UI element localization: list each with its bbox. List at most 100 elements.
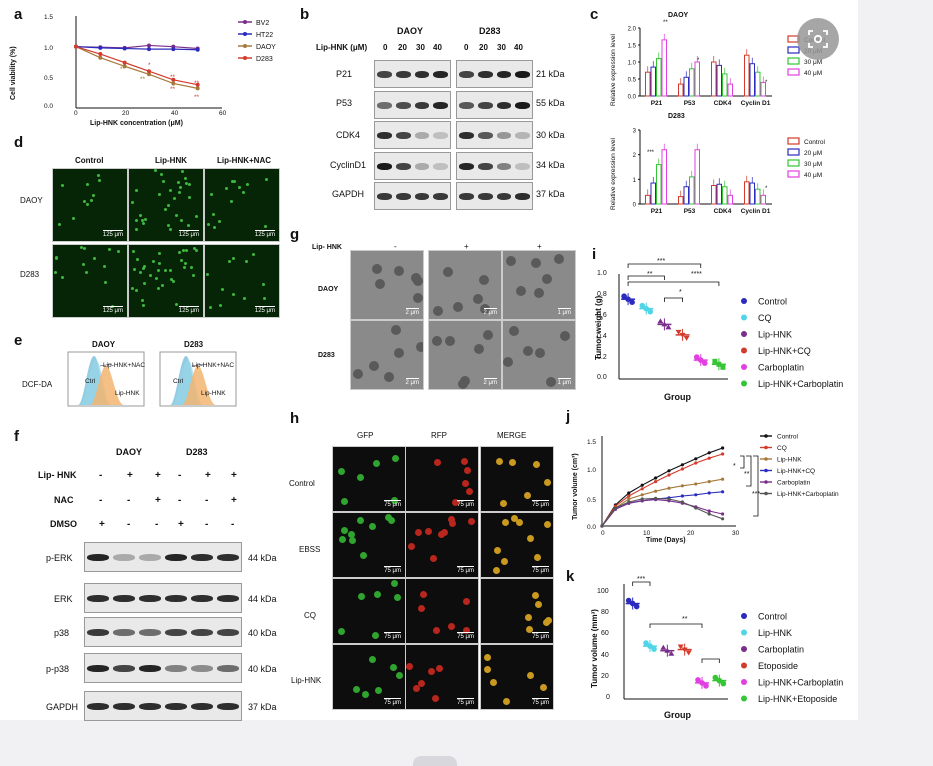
- j-data-point: [680, 494, 684, 498]
- e-label: Lip-HNK: [115, 390, 140, 397]
- scale-bar: 2 μm: [483, 378, 497, 386]
- cell-spot: [389, 664, 397, 672]
- h-micrograph: 75 μm: [332, 446, 406, 512]
- blot-band: [496, 71, 512, 78]
- c-bar: [749, 182, 755, 205]
- b-blot-daoy: [374, 60, 451, 88]
- d-micrograph: 125 μm: [52, 244, 128, 318]
- a-series-line: [75, 46, 198, 89]
- blot-band: [113, 554, 135, 561]
- b-size: 34 kDa: [536, 160, 565, 170]
- a-legend-marker: [243, 32, 247, 36]
- cell-spot: [213, 226, 217, 230]
- scale-bar: 125 μm: [102, 306, 123, 314]
- c-legend-swatch: [787, 159, 800, 167]
- scale-bar: 125 μm: [254, 306, 275, 314]
- c-sig: **: [663, 20, 668, 26]
- a-data-point: [147, 72, 151, 77]
- blot-band: [87, 665, 109, 672]
- a-ytick: 1.5: [44, 14, 54, 21]
- c-bar: [716, 183, 722, 205]
- j-data-point: [721, 446, 725, 450]
- e-title: D283: [184, 340, 204, 349]
- cell-spot: [246, 183, 250, 187]
- cell-spot: [463, 627, 471, 635]
- scale-bar: 75 μm: [384, 566, 401, 574]
- j-data-point: [667, 473, 671, 477]
- a-xtick: 40: [171, 110, 179, 117]
- blot-band: [414, 132, 430, 139]
- j-data-point: [707, 451, 711, 455]
- blot-band: [395, 101, 411, 109]
- cell-spot: [97, 178, 101, 182]
- h-micrograph: 75 μm: [405, 512, 479, 578]
- blot-band: [217, 665, 239, 672]
- cell-spot: [175, 303, 179, 307]
- blot-band: [87, 595, 109, 602]
- j-data-point: [640, 483, 644, 487]
- scale-bar: 125 μm: [254, 230, 275, 238]
- f-sign: -: [99, 470, 103, 481]
- i-legend-marker: [741, 364, 747, 370]
- cell-spot: [495, 457, 503, 465]
- b-protein: P21: [336, 69, 353, 79]
- c-bar: [650, 66, 656, 97]
- j-data-point: [721, 452, 725, 456]
- c-bar: [755, 188, 761, 205]
- j-data-point: [721, 517, 725, 521]
- cell-spot: [82, 199, 86, 203]
- f-sign: -: [178, 495, 182, 506]
- f-size: 40 kDa: [248, 664, 277, 674]
- cell-spot: [534, 347, 545, 358]
- cell-spot: [341, 527, 349, 535]
- cell-spot: [414, 528, 422, 536]
- blot-band: [377, 162, 392, 170]
- blot-band: [113, 703, 135, 710]
- cell-spot: [442, 267, 453, 278]
- d-row: DAOY: [20, 196, 43, 205]
- j-series-line: [601, 499, 723, 527]
- cell-spot: [184, 249, 188, 253]
- c-legend-swatch: [787, 57, 800, 65]
- lens-search-button[interactable]: [797, 18, 839, 60]
- blot-band: [377, 132, 392, 139]
- j-legend-marker: [764, 468, 768, 473]
- c-y-tick-label: 2: [633, 153, 637, 159]
- blot-band: [87, 554, 109, 561]
- e-label: Ctrl: [173, 378, 184, 385]
- cell-spot: [60, 183, 64, 187]
- blot-band: [433, 101, 448, 109]
- i-sig-bracket: [627, 281, 720, 286]
- f-blot-row: [84, 691, 242, 721]
- e-histogram-liphnk: [90, 366, 124, 405]
- cell-spot: [356, 474, 364, 482]
- cell-spot: [151, 259, 155, 263]
- i-data-point: [629, 299, 635, 305]
- cell-spot: [177, 180, 181, 184]
- a-data-point: [98, 45, 103, 50]
- cell-spot: [53, 271, 57, 275]
- c-y-tick-label: 2.0: [628, 27, 637, 33]
- c-bar: [683, 76, 689, 97]
- cell-spot: [483, 330, 494, 341]
- i-ytick: 0.0: [597, 374, 607, 381]
- cell-spot: [179, 185, 183, 189]
- j-xtick: 30: [732, 530, 740, 537]
- cell-spot: [83, 247, 87, 251]
- cell-spot: [525, 626, 533, 634]
- panel-label-f: f: [14, 428, 19, 445]
- drawer-handle[interactable]: [413, 756, 457, 766]
- c-bar: [722, 186, 728, 205]
- cell-spot: [369, 361, 380, 372]
- cell-spot: [534, 554, 542, 562]
- cell-spot: [182, 266, 186, 270]
- cell-spot: [448, 515, 456, 523]
- cell-spot: [373, 459, 381, 467]
- scale-bar: 75 μm: [532, 698, 549, 706]
- h-micrograph: 75 μm: [332, 512, 406, 578]
- i-legend-marker: [741, 347, 747, 354]
- d-column: Lip-HNK: [155, 156, 187, 165]
- a-legend-label: HT22: [256, 32, 273, 39]
- cell-spot: [462, 480, 470, 488]
- c-bar: [656, 58, 662, 97]
